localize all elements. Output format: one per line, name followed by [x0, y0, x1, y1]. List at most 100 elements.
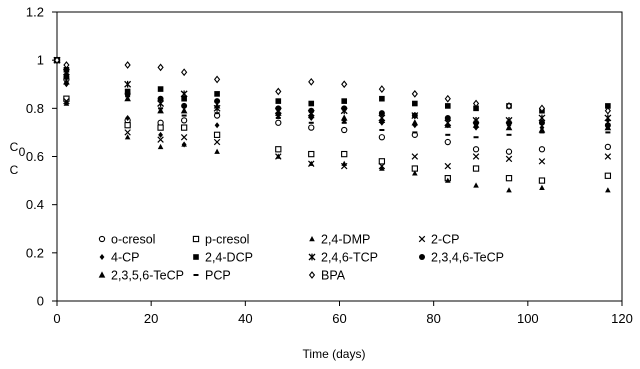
data-point — [180, 90, 188, 98]
data-point — [124, 80, 132, 88]
data-point — [307, 111, 315, 119]
legend-label: 2,3,4,6-TeCP — [431, 251, 504, 265]
data-point — [472, 146, 480, 153]
data-point — [308, 100, 315, 107]
data-point — [125, 114, 131, 121]
data-point — [604, 106, 611, 115]
data-point — [157, 95, 164, 102]
data-point — [472, 121, 480, 128]
x-tick-label: 80 — [426, 311, 440, 326]
data-point — [213, 75, 221, 84]
data-point — [180, 124, 188, 131]
data-point — [308, 160, 315, 167]
data-point — [539, 131, 545, 134]
data-point — [213, 102, 221, 109]
legend-item: 2-CP — [418, 233, 459, 247]
x-tick-label: 40 — [238, 311, 252, 326]
data-point — [445, 133, 451, 136]
y-tick-label: 1.2 — [26, 5, 44, 20]
data-point — [340, 162, 348, 170]
legend-marker — [309, 236, 315, 242]
data-point — [181, 114, 187, 117]
data-point — [378, 158, 386, 165]
data-point — [378, 162, 386, 170]
y-tick-label: 1 — [37, 53, 44, 68]
data-point — [538, 177, 546, 184]
series-2-CP — [53, 56, 612, 170]
data-point — [505, 102, 513, 110]
data-point — [157, 63, 164, 72]
y-axis-label: C 0 C — [10, 140, 26, 177]
data-point — [157, 136, 164, 143]
legend-label: 2,4-DMP — [321, 233, 370, 247]
legend-marker — [193, 274, 199, 276]
data-point — [472, 99, 480, 108]
legend-marker — [419, 254, 425, 260]
data-point — [505, 148, 513, 155]
data-point — [308, 124, 315, 131]
data-point — [341, 80, 348, 89]
legend-marker — [418, 235, 426, 243]
legend-label: 2,3,5,6-TeCP — [111, 269, 184, 283]
data-point — [444, 103, 451, 109]
data-point — [340, 114, 348, 121]
y-tick-label: 0.2 — [26, 245, 44, 260]
y-tick-label: 0.8 — [26, 101, 44, 116]
series-2,4-DCP — [54, 57, 611, 114]
data-point — [604, 124, 612, 131]
data-point — [214, 98, 221, 105]
data-point — [214, 112, 220, 115]
data-point — [275, 98, 282, 104]
series-BPA — [53, 56, 611, 115]
data-point — [275, 153, 282, 160]
data-point — [378, 116, 386, 123]
data-point — [506, 133, 512, 136]
legend-item: 2,3,5,6-TeCP — [98, 269, 184, 283]
data-point — [505, 175, 513, 182]
legend-marker — [99, 254, 105, 260]
series-2,4,6-TCP — [53, 56, 612, 127]
legend-item: o-cresol — [98, 233, 155, 247]
data-point — [213, 131, 221, 138]
data-point — [158, 131, 163, 138]
data-point — [274, 109, 282, 116]
legend: o-cresol p-cresol 2,4-DMP 2-CP 4-CP 2,4-DCP 2,… — [98, 233, 504, 283]
y-axis-label-subscript: 0 — [19, 145, 26, 159]
data-point — [605, 187, 611, 193]
data-point — [63, 97, 70, 105]
data-point — [180, 117, 188, 124]
y-tick-label: 0.4 — [26, 197, 44, 212]
data-point — [412, 131, 418, 134]
data-point — [180, 107, 188, 114]
series-2,3,4,6-TeCP — [54, 57, 611, 129]
data-point — [473, 136, 479, 139]
data-point — [444, 138, 451, 146]
legend-marker — [98, 271, 106, 278]
data-point — [411, 90, 418, 98]
data-point — [604, 114, 612, 122]
data-point — [604, 172, 612, 179]
y-axis-label-top: C — [10, 140, 19, 154]
legend-label: 2,4,6-TCP — [321, 251, 378, 265]
data-point — [444, 114, 451, 121]
data-point — [378, 85, 385, 93]
legend-marker — [98, 235, 106, 243]
series-PCP — [54, 59, 611, 139]
y-tick-label: 0 — [37, 294, 44, 309]
data-point — [411, 119, 419, 126]
legend-label: PCP — [205, 269, 231, 283]
legend-item: 2,4-DCP — [193, 251, 253, 265]
data-point — [506, 119, 512, 126]
data-point — [505, 124, 513, 131]
data-point — [341, 150, 348, 158]
data-point — [605, 131, 611, 134]
data-point — [341, 126, 348, 134]
data-point — [538, 158, 546, 165]
data-point — [378, 110, 385, 117]
data-point — [538, 146, 546, 153]
data-point — [341, 121, 347, 124]
series-o-cresol — [53, 57, 612, 155]
legend-item: BPA — [308, 269, 346, 283]
data-point — [538, 126, 546, 133]
